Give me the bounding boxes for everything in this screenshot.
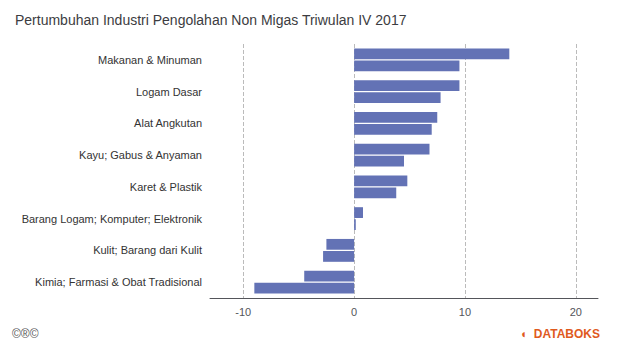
svg-text:10: 10 bbox=[459, 306, 471, 318]
svg-text:©®©: ©®© bbox=[12, 327, 39, 341]
svg-text:Alat Angkutan: Alat Angkutan bbox=[134, 117, 202, 129]
svg-text:◖ DATABOKS: ◖ DATABOKS bbox=[520, 327, 600, 341]
svg-text:Kulit; Barang dari Kulit: Kulit; Barang dari Kulit bbox=[93, 244, 202, 256]
svg-text:0: 0 bbox=[351, 306, 357, 318]
svg-text:Makanan & Minuman: Makanan & Minuman bbox=[98, 54, 202, 66]
svg-text:Barang Logam; Komputer; Elektr: Barang Logam; Komputer; Elektronik bbox=[22, 213, 203, 225]
svg-text:20: 20 bbox=[570, 306, 582, 318]
svg-text:Kimia; Farmasi & Obat Tradisio: Kimia; Farmasi & Obat Tradisional bbox=[35, 276, 202, 288]
svg-text:Kayu; Gabus & Anyaman: Kayu; Gabus & Anyaman bbox=[79, 149, 202, 161]
svg-text:Pertumbuhan Industri Pengolaha: Pertumbuhan Industri Pengolahan Non Miga… bbox=[15, 12, 407, 28]
svg-text:Karet & Plastik: Karet & Plastik bbox=[130, 181, 203, 193]
svg-text:Logam Dasar: Logam Dasar bbox=[136, 86, 202, 98]
svg-text:-10: -10 bbox=[235, 306, 251, 318]
